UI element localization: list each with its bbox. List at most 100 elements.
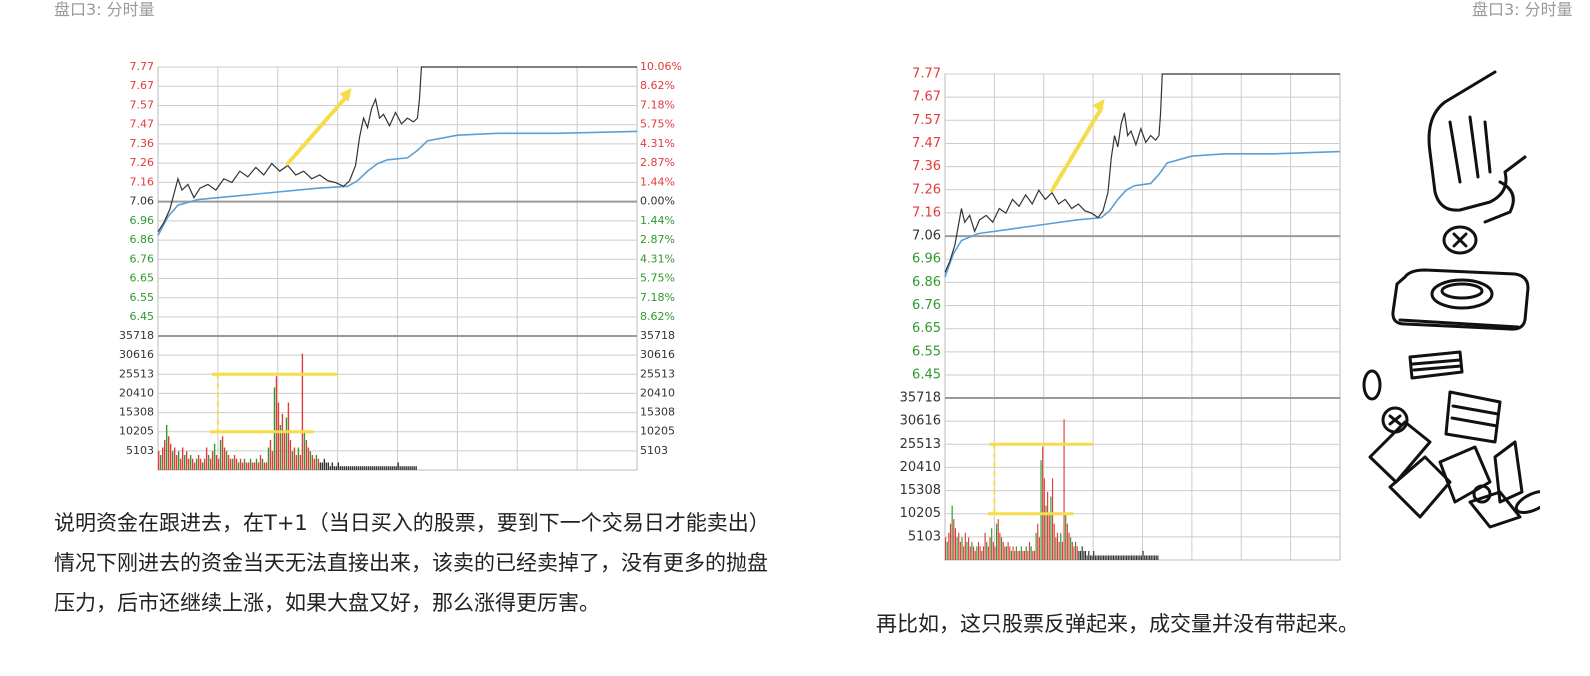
volume-bar: [951, 505, 953, 560]
volume-bar: [1047, 491, 1049, 560]
volume-bar: [283, 432, 286, 470]
volume-bar: [1088, 550, 1090, 560]
volume-bar: [285, 417, 288, 470]
volume-bar: [393, 466, 395, 470]
volume-bar: [321, 462, 324, 470]
price-tick-label: 6.55: [130, 291, 155, 304]
volume-bar: [1109, 555, 1111, 560]
pct-tick-label: 5.75%: [640, 118, 675, 131]
price-tick-label: 6.86: [130, 233, 155, 246]
volume-bar: [191, 458, 194, 470]
volume-bar: [1015, 546, 1017, 560]
volume-tick-label: 20410: [119, 386, 154, 399]
price-tick-label: 6.45: [912, 368, 941, 383]
volume-bar: [185, 451, 188, 470]
volume-bar: [387, 466, 389, 470]
volume-bar: [1149, 555, 1151, 560]
volume-bar: [343, 466, 346, 470]
volume-bar: [966, 541, 968, 560]
volume-bar: [179, 458, 182, 470]
volume-bar: [317, 458, 320, 470]
volume-bar: [395, 466, 397, 470]
volume-bar: [1084, 550, 1087, 560]
volume-bar: [289, 439, 292, 470]
volume-bar: [243, 458, 246, 470]
volume-bar: [1144, 555, 1146, 560]
volume-bar: [211, 451, 214, 470]
volume-bar: [954, 528, 957, 560]
volume-bar: [255, 458, 258, 470]
volume-bar: [1079, 550, 1082, 560]
volume-bar: [205, 447, 208, 470]
volume-bar: [1007, 541, 1009, 560]
volume-bar: [981, 550, 983, 560]
average-price-line: [157, 130, 638, 236]
volume-bar: [215, 454, 218, 470]
volume-bar: [233, 454, 236, 470]
price-tick-label: 7.16: [130, 175, 155, 188]
volume-bar: [1061, 541, 1064, 560]
volume-bar: [161, 447, 164, 470]
volume-bar: [1027, 550, 1029, 560]
volume-tick-label: 35718: [900, 391, 941, 406]
pct-tick-label: 1.44%: [640, 214, 675, 227]
volume-bar: [1050, 496, 1052, 560]
volume-bar: [1065, 514, 1067, 560]
volume-bar: [361, 466, 363, 470]
volume-tick-label: 5103: [908, 529, 941, 544]
volume-bar: [323, 458, 326, 470]
volume-bar: [1104, 555, 1106, 560]
volume-bar: [1111, 555, 1113, 560]
volume-bar: [1051, 478, 1054, 560]
volume-bar: [1022, 550, 1024, 560]
price-tick-label: 7.26: [130, 156, 155, 169]
price-tick-label: 6.65: [130, 272, 155, 285]
volume-bar: [1070, 537, 1072, 560]
volume-bar: [367, 466, 369, 470]
volume-bar: [1112, 555, 1115, 560]
volume-bar: [245, 462, 248, 470]
volume-bar: [379, 466, 381, 470]
volume-bar: [181, 447, 184, 470]
volume-bar: [972, 546, 975, 560]
price-tick-label: 7.67: [912, 90, 941, 105]
volume-bar: [201, 462, 204, 470]
volume-bar: [982, 546, 985, 560]
volume-bar: [335, 466, 338, 470]
volume-bar: [263, 462, 266, 470]
volume-bar: [1012, 546, 1014, 560]
volume-bar: [193, 462, 196, 470]
header-right: 盘口3: 分时量: [1472, 0, 1573, 19]
volume-bar: [1042, 446, 1044, 560]
volume-bar: [203, 458, 206, 470]
volume-bar: [1124, 555, 1126, 560]
volume-bar: [1053, 523, 1055, 560]
volume-bar: [287, 402, 290, 470]
volume-bar: [1083, 550, 1085, 560]
price-tick-label: 7.36: [130, 137, 155, 150]
volume-bar: [355, 466, 357, 470]
price-line: [944, 73, 1340, 273]
volume-bar: [177, 451, 180, 470]
volume-bar: [1078, 550, 1080, 560]
pct-tick-label: 2.87%: [640, 233, 675, 246]
volume-bar: [1114, 555, 1116, 560]
volume-bar: [261, 458, 264, 470]
volume-bar: [1099, 555, 1101, 560]
volume-bar: [1106, 555, 1108, 560]
volume-bar: [213, 443, 216, 470]
volume-bar: [173, 447, 176, 470]
volume-bar: [265, 462, 268, 470]
volume-bar: [223, 447, 226, 470]
price-tick-label: 7.47: [130, 118, 155, 131]
volume-bar: [249, 458, 252, 470]
volume-bar: [945, 537, 947, 560]
volume-bar: [175, 454, 178, 470]
price-tick-label: 7.77: [130, 60, 155, 73]
volume-bar: [163, 439, 166, 470]
volume-bar: [1094, 555, 1096, 560]
volume-bar: [1035, 532, 1037, 560]
volume-bar: [1009, 546, 1011, 560]
volume-bar: [1063, 419, 1065, 560]
volume-bar: [353, 466, 355, 470]
